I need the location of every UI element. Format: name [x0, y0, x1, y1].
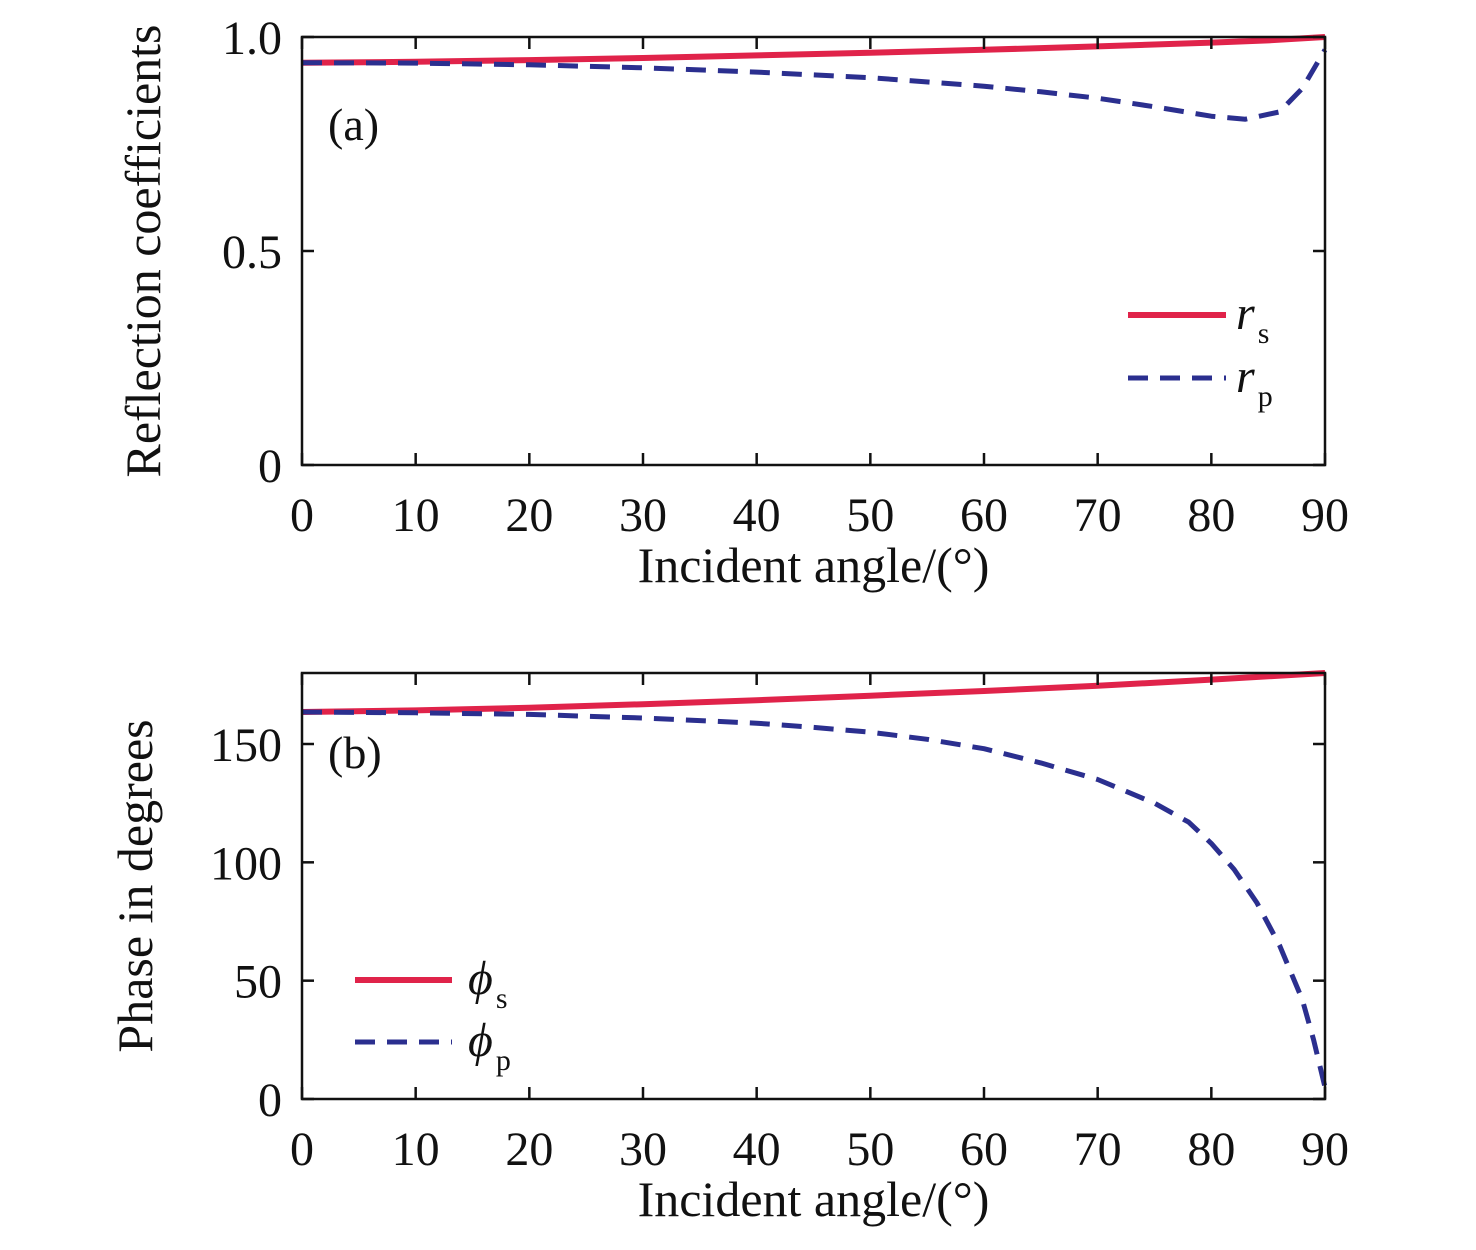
- plot-frame: [300, 671, 1327, 1101]
- y-tick-label: 1.0: [222, 12, 282, 65]
- x-tick-label: 0: [290, 489, 314, 542]
- x-tick-label: 0: [290, 1123, 314, 1176]
- y-axis-label: Reflection coefficients: [115, 24, 171, 477]
- legend-symbol: ϕ: [468, 1014, 493, 1067]
- x-tick-label: 70: [1074, 489, 1122, 542]
- x-axis-label: Incident angle/(°): [638, 537, 990, 593]
- x-tick-label: 90: [1301, 1123, 1349, 1176]
- legend-symbol: r: [1236, 287, 1255, 340]
- legend-subscript: s: [496, 982, 508, 1015]
- x-tick-label: 80: [1187, 1123, 1235, 1176]
- y-tick-label: 0.5: [222, 226, 282, 279]
- x-tick-label: 20: [505, 1123, 553, 1176]
- legend-symbol: ϕ: [468, 952, 493, 1005]
- x-tick-label: 20: [505, 489, 553, 542]
- panel-label: (b): [328, 727, 382, 778]
- x-tick-label: 70: [1074, 1123, 1122, 1176]
- x-tick-label: 30: [619, 489, 667, 542]
- legend-subscript: p: [1258, 380, 1273, 413]
- y-tick-label: 50: [234, 956, 282, 1009]
- x-tick-label: 40: [733, 1123, 781, 1176]
- x-tick-label: 30: [619, 1123, 667, 1176]
- series-line-phi-s: [301, 670, 1326, 715]
- y-tick-label: 100: [210, 837, 282, 890]
- x-axis-label: Incident angle/(°): [638, 1171, 990, 1227]
- y-tick-label: 0: [258, 440, 282, 493]
- x-tick-label: 10: [392, 489, 440, 542]
- series-line-r-s: [301, 34, 1326, 66]
- y-tick-label: 0: [258, 1074, 282, 1127]
- x-tick-label: 80: [1187, 489, 1235, 542]
- plot-frame: [300, 35, 1327, 467]
- legend-subscript: p: [496, 1044, 511, 1077]
- y-tick-label: 150: [210, 719, 282, 772]
- y-axis-label: Phase in degrees: [107, 719, 163, 1052]
- x-tick-label: 60: [960, 1123, 1008, 1176]
- x-tick-label: 10: [392, 1123, 440, 1176]
- panel-b: 0 10 20 30 40 50 60 70 80 90 0 50 100 150 Incident ang…: [107, 670, 1349, 1227]
- series-line-r-p: [301, 48, 1328, 122]
- x-tick-label: 50: [846, 1123, 894, 1176]
- x-tick-label: 90: [1301, 489, 1349, 542]
- x-tick-label: 50: [846, 489, 894, 542]
- panel-label: (a): [328, 99, 379, 150]
- x-tick-label: 40: [733, 489, 781, 542]
- panel-a: 0 10 20 30 40 50 60 70 80 90 0 0.5 1.0 Incident angle…: [115, 12, 1349, 593]
- legend-symbol: r: [1236, 350, 1255, 403]
- x-tick-label: 60: [960, 489, 1008, 542]
- series-line-phi-p: [301, 709, 1328, 1088]
- legend-subscript: s: [1258, 317, 1270, 350]
